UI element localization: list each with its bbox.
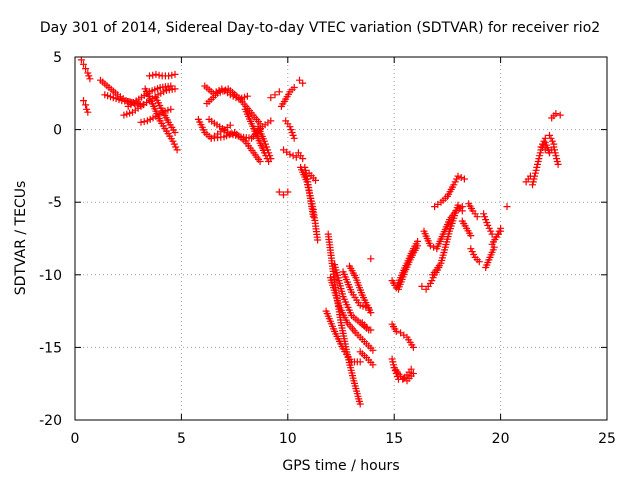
marker-path <box>280 146 300 161</box>
marker-path <box>207 129 264 165</box>
chart-title: Day 301 of 2014, Sidereal Day-to-day VTE… <box>39 20 601 36</box>
marker-path <box>522 172 534 186</box>
marker-path <box>152 94 179 136</box>
x-axis-label: GPS time / hours <box>282 458 400 474</box>
marker-path <box>358 319 375 334</box>
marker-path <box>467 245 483 266</box>
series-arc-38 <box>390 364 417 385</box>
y-tick-label: 0 <box>53 123 62 139</box>
marker-path <box>482 243 498 271</box>
marker-path <box>80 97 92 116</box>
y-tick-label: -5 <box>48 195 62 211</box>
marker-path <box>480 210 505 241</box>
series-arc-29 <box>322 307 364 366</box>
series-arc-12 <box>203 85 264 128</box>
series-arc-50 <box>482 243 498 271</box>
series-arc-19 <box>267 88 283 102</box>
marker-path <box>277 84 298 110</box>
marker-path <box>77 56 94 83</box>
series-arc-21 <box>280 146 300 161</box>
marker-path <box>431 172 468 211</box>
marker-path <box>146 70 179 80</box>
marker-path <box>458 217 475 240</box>
series-arc-52 <box>503 203 511 211</box>
series-arc-20 <box>282 117 298 142</box>
series-arc-09 <box>141 85 181 154</box>
marker-path <box>548 110 564 122</box>
x-tick-label: 5 <box>177 431 186 447</box>
series-arc-53 <box>522 172 534 186</box>
marker-path <box>465 200 481 221</box>
y-axis-label: SDTVAR / TECUs <box>13 180 29 296</box>
marker-path <box>275 188 292 199</box>
marker-path <box>241 105 273 165</box>
series-arc-10 <box>152 94 179 136</box>
series-arc-22 <box>275 188 292 199</box>
marker-path <box>282 117 298 142</box>
x-tick-label: 15 <box>385 431 403 447</box>
series-arc-30 <box>326 274 377 354</box>
marker-path <box>203 85 264 128</box>
x-tick-labels: 0 5 10 15 20 25 <box>71 431 616 447</box>
series-arc-45 <box>431 172 468 211</box>
series-arc-56 <box>541 143 562 168</box>
marker-path <box>141 85 181 154</box>
series-arc-35 <box>358 319 375 334</box>
marker-path <box>267 88 283 102</box>
data-markers <box>77 56 564 408</box>
series-arc-16 <box>241 105 273 165</box>
series-arc-24 <box>294 149 307 163</box>
grid <box>75 57 607 420</box>
y-tick-label: -20 <box>39 413 62 429</box>
plot-frame <box>74 56 608 421</box>
series-arc-51 <box>488 227 505 248</box>
marker-path <box>395 242 422 293</box>
marker-path <box>356 348 377 369</box>
series-arc-33 <box>346 262 375 317</box>
marker-path <box>388 320 417 351</box>
series-arc-36 <box>367 255 375 263</box>
marker-path <box>390 364 417 385</box>
series-arc-34 <box>356 348 377 369</box>
series-arc-47 <box>465 200 481 221</box>
y-tick-labels: -20 -15 -10 -5 0 5 <box>39 50 62 429</box>
y-tick-label: -15 <box>39 340 62 356</box>
series-arc-46 <box>458 217 475 240</box>
y-tick-label: 5 <box>53 50 62 66</box>
series-arc-27 <box>305 169 319 184</box>
marker-path <box>367 255 375 263</box>
marker-path <box>305 169 319 184</box>
marker-path <box>346 262 375 317</box>
x-tick-label: 25 <box>598 431 616 447</box>
marker-path <box>326 274 377 354</box>
marker-path <box>254 123 275 163</box>
series-arc-18 <box>277 84 298 110</box>
series-arc-41 <box>395 242 422 293</box>
series-arc-49 <box>480 210 505 241</box>
x-tick-label: 0 <box>71 431 80 447</box>
series-arc-44 <box>429 201 466 279</box>
series-arc-07 <box>146 70 179 80</box>
x-tick-label: 20 <box>492 431 510 447</box>
y-tick-label: -10 <box>39 268 62 284</box>
series-arc-39 <box>388 320 417 351</box>
series-arc-23 <box>296 76 307 87</box>
axis-ticks <box>74 56 608 421</box>
series-arc-15 <box>207 129 264 165</box>
series-arc-02 <box>80 97 92 116</box>
marker-path <box>429 201 466 279</box>
marker-path <box>488 227 505 248</box>
series-arc-17 <box>254 123 275 163</box>
marker-path <box>503 203 511 211</box>
marker-path <box>294 149 307 163</box>
marker-path <box>296 76 307 87</box>
x-tick-label: 10 <box>279 431 297 447</box>
series-arc-01 <box>77 56 94 83</box>
series-arc-48 <box>467 245 483 266</box>
series-arc-57 <box>548 110 564 122</box>
marker-path <box>541 143 562 168</box>
marker-path <box>322 307 364 366</box>
